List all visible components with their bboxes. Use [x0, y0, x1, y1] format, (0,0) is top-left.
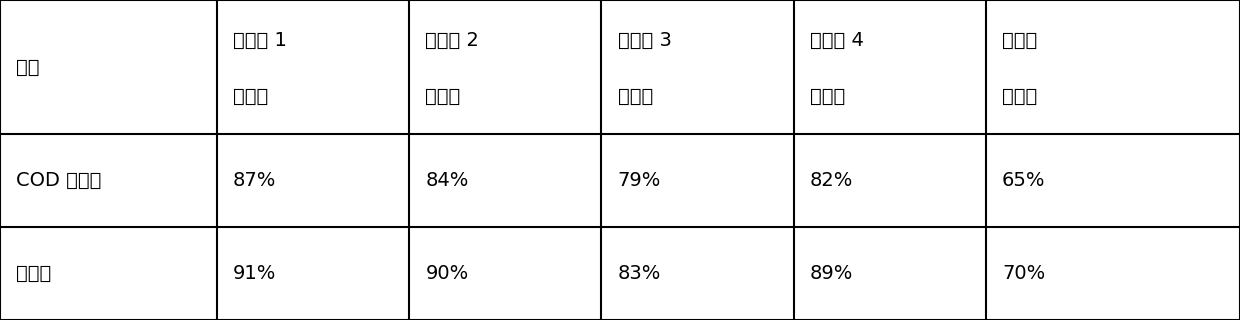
- Text: 84%: 84%: [425, 171, 469, 190]
- Text: 实施例 4: 实施例 4: [810, 31, 863, 50]
- Text: 项目: 项目: [16, 58, 40, 77]
- Text: 79%: 79%: [618, 171, 661, 190]
- Text: 91%: 91%: [233, 264, 277, 283]
- Text: 絮凝剂: 絮凝剂: [233, 87, 268, 106]
- Text: 实施例 3: 实施例 3: [618, 31, 671, 50]
- Text: 实施例 2: 实施例 2: [425, 31, 479, 50]
- Text: 絮凝剂: 絮凝剂: [1002, 87, 1037, 106]
- Text: 65%: 65%: [1002, 171, 1045, 190]
- Text: 83%: 83%: [618, 264, 661, 283]
- Text: 实施例 1: 实施例 1: [233, 31, 286, 50]
- Text: 87%: 87%: [233, 171, 277, 190]
- Text: 絮凝剂: 絮凝剂: [618, 87, 652, 106]
- Text: 82%: 82%: [810, 171, 853, 190]
- Text: 脱色率: 脱色率: [16, 264, 51, 283]
- Text: COD 去除率: COD 去除率: [16, 171, 102, 190]
- Text: 絮凝剂: 絮凝剂: [810, 87, 844, 106]
- Text: 70%: 70%: [1002, 264, 1045, 283]
- Text: 比较例: 比较例: [1002, 31, 1037, 50]
- Text: 90%: 90%: [425, 264, 469, 283]
- Text: 89%: 89%: [810, 264, 853, 283]
- Text: 絮凝剂: 絮凝剂: [425, 87, 460, 106]
